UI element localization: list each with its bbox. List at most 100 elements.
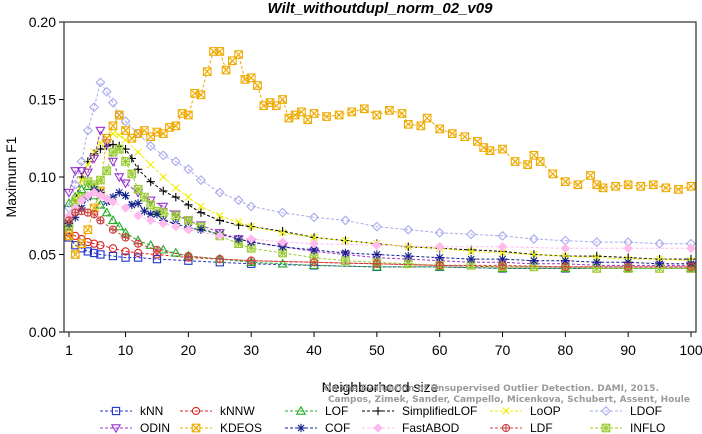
data-point-knn <box>83 247 92 256</box>
legend-label: LDOF <box>630 404 662 418</box>
data-point-fastabod <box>277 237 288 247</box>
series-fastabod <box>64 187 696 254</box>
data-point-odin <box>63 188 75 198</box>
data-point-cof <box>115 188 124 197</box>
data-point-simplifiedlof <box>159 186 168 196</box>
data-point-ldf <box>77 206 86 216</box>
legend-item-loop: LoOP <box>490 404 561 418</box>
legend-marker-odin <box>110 424 122 434</box>
data-point-inflo <box>127 169 137 179</box>
data-point-ldof <box>654 238 665 249</box>
legend-label: COF <box>325 421 350 434</box>
data-point-kdeos <box>221 65 231 75</box>
data-point-kdeos <box>184 110 193 120</box>
data-point-ldf <box>184 251 193 261</box>
data-point-lof <box>114 221 125 231</box>
x-tick-label: 70 <box>495 342 511 358</box>
data-point-kdeos <box>322 112 331 121</box>
data-point-ldf <box>498 261 507 270</box>
data-point-kdeos <box>102 133 112 143</box>
data-point-cof <box>466 254 476 264</box>
data-point-ldf <box>89 210 99 219</box>
legend-item-simplifiedlof: SimplifiedLOF <box>362 404 477 418</box>
data-point-kdeos <box>114 110 124 120</box>
data-point-kdeos <box>523 160 532 169</box>
data-point-ldof <box>371 221 382 232</box>
data-point-lof <box>101 207 112 217</box>
data-point-inflo <box>403 259 413 269</box>
data-point-ldof <box>497 230 508 241</box>
data-point-knn <box>152 255 162 264</box>
data-point-simplifiedlof <box>196 208 206 217</box>
legend-item-fastabod: FastABOD <box>362 421 460 434</box>
data-point-loop <box>498 249 507 257</box>
data-point-ldf <box>133 239 143 248</box>
data-point-kdeos <box>510 157 520 166</box>
watermark: On the Evaluation of Unsupervised Outlie… <box>324 384 690 405</box>
x-tick-label: 10 <box>118 342 134 358</box>
data-point-ldf <box>83 208 92 217</box>
data-point-kdeos <box>385 106 394 115</box>
y-tick-label: 0.10 <box>29 169 56 185</box>
data-point-lof <box>434 261 445 271</box>
data-point-kdeos <box>623 180 633 190</box>
data-point-kdeos <box>416 121 426 131</box>
plot-area <box>63 47 697 273</box>
legend-marker-fastabod <box>373 423 383 433</box>
legend-marker-knn <box>111 406 121 416</box>
data-point-lof <box>107 215 119 225</box>
data-point-kdeos <box>661 183 671 193</box>
data-point-cof <box>234 234 243 244</box>
data-point-inflo <box>133 185 143 194</box>
data-point-fastabod <box>309 238 319 249</box>
x-tick-label: 30 <box>243 342 259 358</box>
data-point-simplifiedlof <box>184 200 193 210</box>
data-point-loop <box>146 160 155 169</box>
legend-item-odin: ODIN <box>100 421 170 434</box>
data-point-odin <box>170 210 181 220</box>
data-point-kdeos <box>598 183 608 193</box>
data-point-inflo <box>171 211 181 221</box>
data-point-cof <box>341 248 350 258</box>
data-point-fastabod <box>246 234 256 244</box>
data-point-ldf <box>372 259 382 268</box>
data-point-simplifiedlof <box>146 177 155 186</box>
data-point-ldof <box>158 150 169 161</box>
data-point-kdeos <box>202 67 212 76</box>
series-ldf <box>64 206 696 272</box>
data-point-loop <box>197 202 205 211</box>
data-point-ldof <box>89 102 100 113</box>
data-point-odin <box>82 168 93 178</box>
data-point-lof <box>158 244 169 254</box>
x-tick-label: 1 <box>65 342 73 358</box>
legend-label: kNN <box>140 404 163 418</box>
data-point-loop <box>234 218 243 226</box>
data-point-ldof <box>76 156 87 167</box>
data-point-ldf <box>152 245 162 254</box>
data-point-kdeos <box>573 180 583 190</box>
x-tick-label: 60 <box>432 342 448 358</box>
data-point-inflo <box>529 262 539 272</box>
data-point-ldof <box>70 179 81 190</box>
data-point-ldf <box>435 261 444 270</box>
data-point-kdeos <box>89 203 99 213</box>
data-point-kdeos <box>485 146 495 156</box>
data-point-inflo <box>140 192 149 202</box>
data-point-fastabod <box>171 221 181 232</box>
legend-label: INFLO <box>630 421 665 434</box>
y-tick-label: 0.05 <box>29 247 56 263</box>
chart-title: Wilt_withoutdupl_norm_02_v09 <box>268 0 494 17</box>
data-point-loop <box>134 148 142 156</box>
legend-item-knn: kNN <box>100 404 163 418</box>
data-point-simplifiedlof <box>278 227 287 236</box>
data-point-ldof <box>170 156 181 167</box>
legend-marker-knnw <box>191 406 201 416</box>
legend-label: ODIN <box>140 421 170 434</box>
data-point-ldof <box>82 125 93 136</box>
data-point-fastabod <box>183 224 194 235</box>
data-point-ldof <box>528 234 539 244</box>
data-point-kdeos <box>460 132 470 142</box>
data-point-kdeos <box>548 169 558 179</box>
data-point-ldf <box>215 254 224 264</box>
